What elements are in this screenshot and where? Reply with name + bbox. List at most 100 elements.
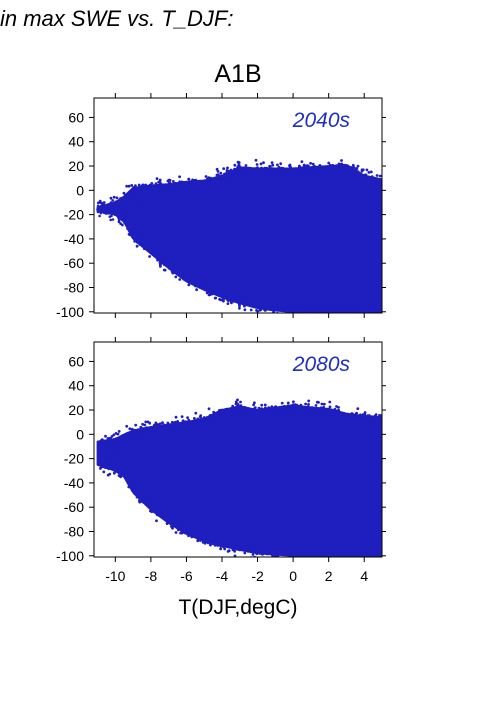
data-point [177,523,181,527]
data-point [195,182,199,186]
y-tick-label: -20 [64,207,84,223]
data-point [176,420,180,423]
x-tick-label: 2 [325,568,333,584]
data-point [111,208,114,212]
data-point [131,191,135,194]
data-point [363,414,366,417]
data-point [341,307,345,311]
data-point [139,436,143,440]
data-point [281,307,285,311]
data-point [187,418,191,422]
data-point [107,212,110,215]
data-point [372,558,375,561]
data-point [165,261,169,264]
data-point [335,405,338,408]
data-point [380,559,383,562]
data-point [270,306,273,309]
data-point [255,552,259,556]
data-point [355,167,359,171]
data-point [205,291,209,295]
data-point [368,306,371,310]
data-point [362,549,366,553]
data-point [314,304,318,308]
edge-points [96,398,383,564]
data-point [366,553,370,557]
data-point [219,541,222,544]
data-point [279,162,283,166]
data-point [243,551,247,555]
data-point [370,415,374,418]
point-cloud [96,158,382,317]
data-point [253,406,257,409]
data-point [121,441,125,444]
data-point [272,308,275,312]
data-point [229,168,233,172]
data-point [148,486,152,490]
data-point [150,429,153,432]
data-point [207,407,211,411]
data-point [271,163,275,167]
data-point [141,218,145,221]
data-point [188,423,191,426]
data-point [134,487,137,491]
data-point [119,464,122,467]
data-point [366,313,369,316]
plot-frame [93,97,383,314]
data-point [179,273,183,277]
data-point [268,165,272,169]
y-tick-label: -80 [64,279,84,295]
data-point [325,558,328,561]
data-point [317,407,321,411]
data-point [273,554,276,557]
data-point [122,474,126,478]
data-point [168,178,172,182]
data-point [155,510,159,514]
data-point [150,504,153,508]
data-point [179,271,183,275]
data-point [220,411,224,415]
data-point [173,183,177,186]
data-point [287,314,290,317]
data-point [149,234,153,237]
data-point [350,307,354,311]
data-point [213,177,217,181]
data-point [109,208,112,212]
data-point [141,422,145,426]
data-point [282,304,286,308]
data-point [292,553,296,556]
data-point [187,283,191,287]
data-point [375,561,378,564]
data-point [286,401,290,405]
data-point [208,414,212,417]
period-annotation: 2080s [292,353,351,376]
x-axis-label: T(DJF,degC) [178,596,297,619]
data-point [285,309,289,313]
data-point [226,544,229,548]
data-point [96,201,100,205]
data-point [364,553,367,557]
data-point [363,411,367,414]
data-point [337,411,340,415]
data-point [243,409,247,412]
data-point [242,405,246,409]
data-point [299,403,303,407]
data-point [343,309,347,313]
data-point [305,549,309,553]
data-point [370,552,373,555]
data-point [304,402,307,406]
data-point [118,449,122,452]
data-point [140,228,144,232]
data-point [225,171,229,175]
data-point [141,183,145,187]
data-point [270,405,274,409]
data-point [370,559,373,562]
data-point [328,400,332,404]
data-point [97,462,100,466]
data-point [222,545,226,549]
data-point [365,168,369,172]
data-point [132,186,135,189]
data-point [171,180,175,183]
data-point [158,181,162,185]
data-point [142,214,146,217]
data-point [333,558,336,561]
